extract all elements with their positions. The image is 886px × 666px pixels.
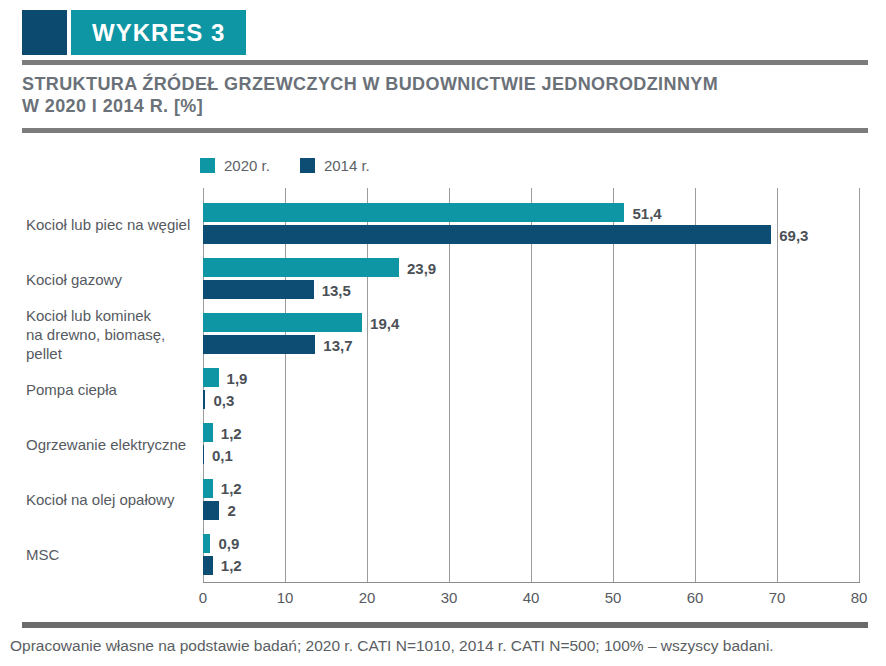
chart-legend: 2020 r. 2014 r. xyxy=(200,157,370,174)
x-tick-label: 70 xyxy=(755,589,799,606)
value-label: 13,7 xyxy=(323,336,352,353)
bar-chart: 0 10 20 30 40 50 60 70 80 Kocioł lub piec na węgi… xyxy=(0,188,886,618)
chart-title: STRUKTURA ŹRÓDEŁ GRZEWCZYCH W BUDOWNICTW… xyxy=(22,73,718,117)
value-label: 0,3 xyxy=(213,391,234,408)
gridline xyxy=(695,188,696,582)
bar-2014r xyxy=(203,280,314,299)
legend-item: 2014 r. xyxy=(300,157,370,174)
bar-2014r xyxy=(203,501,219,520)
category-label: Kocioł lub kominek na drewno, biomasę, p… xyxy=(26,305,198,362)
value-label: 1,2 xyxy=(221,557,242,574)
value-label: 13,5 xyxy=(322,281,351,298)
x-tick-label: 30 xyxy=(427,589,471,606)
category-label: Kocioł gazowy xyxy=(26,269,198,288)
category-label: Kocioł na olej opałowy xyxy=(26,490,198,509)
divider-under-title xyxy=(22,128,868,133)
legend-swatch xyxy=(200,158,215,173)
value-label: 51,4 xyxy=(632,204,661,221)
bar-2020r xyxy=(203,534,210,553)
legend-swatch xyxy=(300,158,315,173)
chart-title-line2: W 2020 I 2014 R. [%] xyxy=(22,95,718,117)
gridline xyxy=(613,188,614,582)
legend-label: 2020 r. xyxy=(224,157,270,174)
gridline xyxy=(777,188,778,582)
category-label: MSC xyxy=(26,545,198,564)
bar-2020r xyxy=(203,423,213,442)
value-label: 1,2 xyxy=(221,480,242,497)
bar-2014r xyxy=(203,225,771,244)
chart-title-line1: STRUKTURA ŹRÓDEŁ GRZEWCZYCH W BUDOWNICTW… xyxy=(22,73,718,95)
legend-label: 2014 r. xyxy=(324,157,370,174)
divider-top xyxy=(22,60,868,65)
gridline xyxy=(531,188,532,582)
x-tick-label: 60 xyxy=(673,589,717,606)
gridline xyxy=(859,188,860,582)
x-tick-label: 40 xyxy=(509,589,553,606)
value-label: 0,9 xyxy=(218,535,239,552)
bar-2020r xyxy=(203,479,213,498)
chart-page: WYKRES 3 STRUKTURA ŹRÓDEŁ GRZEWCZYCH W B… xyxy=(0,0,886,666)
chart-number-badge: WYKRES 3 xyxy=(71,10,246,55)
category-label: Kocioł lub piec na węgiel xyxy=(26,214,198,233)
bar-2014r xyxy=(203,556,213,575)
category-label: Pompa ciepła xyxy=(26,379,198,398)
chart-number-badge-label: WYKRES 3 xyxy=(92,19,225,47)
value-label: 0,1 xyxy=(212,446,233,463)
value-label: 19,4 xyxy=(370,314,399,331)
gridline xyxy=(285,188,286,582)
x-tick-label: 80 xyxy=(837,589,881,606)
gridline xyxy=(367,188,368,582)
x-tick-label: 10 xyxy=(263,589,307,606)
source-note: Opracowanie własne na podstawie badań; 2… xyxy=(10,637,774,655)
x-tick-label: 0 xyxy=(181,589,225,606)
value-label: 23,9 xyxy=(407,259,436,276)
x-tick-label: 50 xyxy=(591,589,635,606)
bar-2014r xyxy=(203,390,205,409)
bar-2020r xyxy=(203,258,399,277)
bar-2020r xyxy=(203,313,362,332)
bar-2014r xyxy=(203,335,315,354)
value-label: 1,9 xyxy=(227,369,248,386)
legend-item: 2020 r. xyxy=(200,157,270,174)
value-label: 2 xyxy=(227,502,235,519)
divider-above-footer xyxy=(22,622,868,628)
bar-2020r xyxy=(203,368,219,387)
bar-2014r xyxy=(203,445,204,464)
bar-2020r xyxy=(203,203,624,222)
x-tick-label: 20 xyxy=(345,589,389,606)
category-label: Ogrzewanie elektryczne xyxy=(26,434,198,453)
x-axis-line xyxy=(203,582,860,583)
value-label: 69,3 xyxy=(779,226,808,243)
header-accent-square xyxy=(22,10,67,55)
value-label: 1,2 xyxy=(221,424,242,441)
gridline xyxy=(449,188,450,582)
